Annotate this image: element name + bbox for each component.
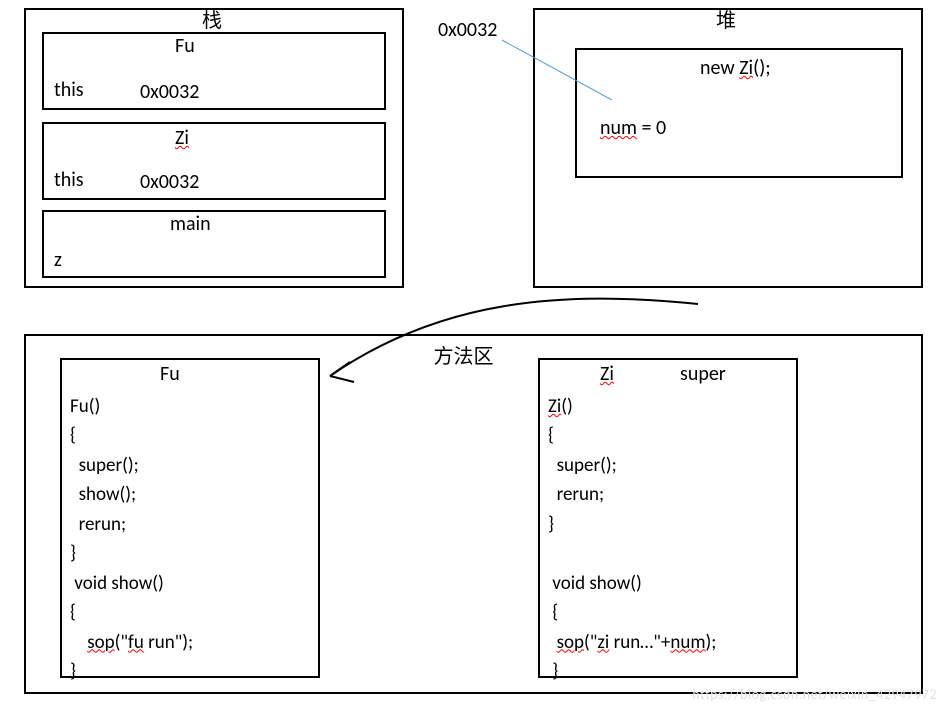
class-code-1: Zi(){ super(); rerun;} void show() { sop…	[548, 392, 716, 686]
stack-frame-2-label-0: z	[54, 248, 62, 272]
class-name-1: Zi	[600, 362, 614, 386]
stack-frame-1-value-0: 0x0032	[140, 170, 199, 194]
stack-frame-name-0: Fu	[175, 34, 195, 58]
stack-frame-0-value-0: 0x0032	[140, 80, 199, 104]
heap-new-label: new Zi();	[700, 56, 771, 80]
stack-frame-1-label-0: this	[54, 168, 84, 192]
class-name-0: Fu	[160, 362, 180, 386]
stack-title: 栈	[202, 4, 222, 33]
stack-frame-0-label-0: this	[54, 78, 84, 102]
method-area-title: 方法区	[434, 340, 494, 369]
heap-field: num = 0	[600, 116, 666, 140]
stack-frame-name-2: main	[170, 212, 211, 236]
stack-frame-1	[42, 122, 386, 200]
stack-frame-2	[42, 210, 386, 278]
class-code-0: Fu(){ super(); show(); rerun;} void show…	[70, 392, 193, 686]
pointer-label: 0x0032	[438, 18, 497, 42]
watermark: https://blog.csdn.net/weixin_42947972	[692, 686, 937, 703]
class-super-1: super	[680, 362, 726, 386]
stack-frame-name-1: Zi	[175, 126, 189, 150]
stack-frame-0	[42, 32, 386, 110]
heap-title: 堆	[716, 4, 736, 33]
